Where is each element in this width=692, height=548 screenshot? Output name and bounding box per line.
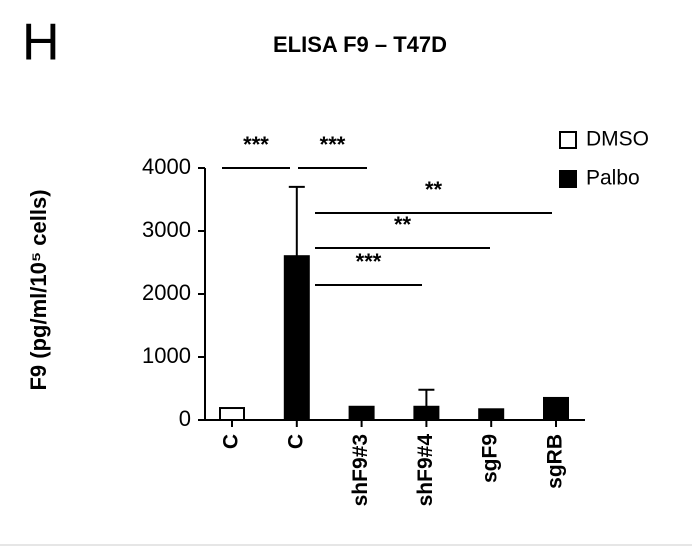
significance-label: *** [356,249,382,274]
bar [543,396,569,422]
bar [283,255,310,422]
legend-label: DMSO [586,128,649,151]
y-tick-label: 0 [179,406,191,431]
significance-label: ** [425,177,443,202]
y-tick-label: 3000 [142,217,191,242]
legend-swatch [559,170,577,188]
x-tick-label: C [284,434,307,449]
x-tick-label: shF9#3 [349,434,372,506]
x-tick-label: shF9#4 [414,434,437,507]
bar [413,405,440,421]
y-tick-label: 1000 [142,343,191,368]
chart-title: ELISA F9 – T47D [273,32,447,57]
legend-swatch [559,131,577,149]
bar [478,408,505,422]
x-tick-label: sgRB [544,434,567,489]
significance-label: ** [394,212,412,237]
y-tick-label: 2000 [142,280,191,305]
significance-label: *** [243,132,269,157]
legend-label: Palbo [586,167,640,190]
y-tick-label: 4000 [142,154,191,179]
y-axis-label: F9 (pg/ml/10⁵ cells) [26,189,51,390]
significance-label: *** [320,132,346,157]
panel-label: H [22,14,60,72]
x-tick-label: C [220,434,243,449]
x-tick-label: sgF9 [479,434,502,483]
bar [219,407,245,421]
bar [348,405,375,421]
